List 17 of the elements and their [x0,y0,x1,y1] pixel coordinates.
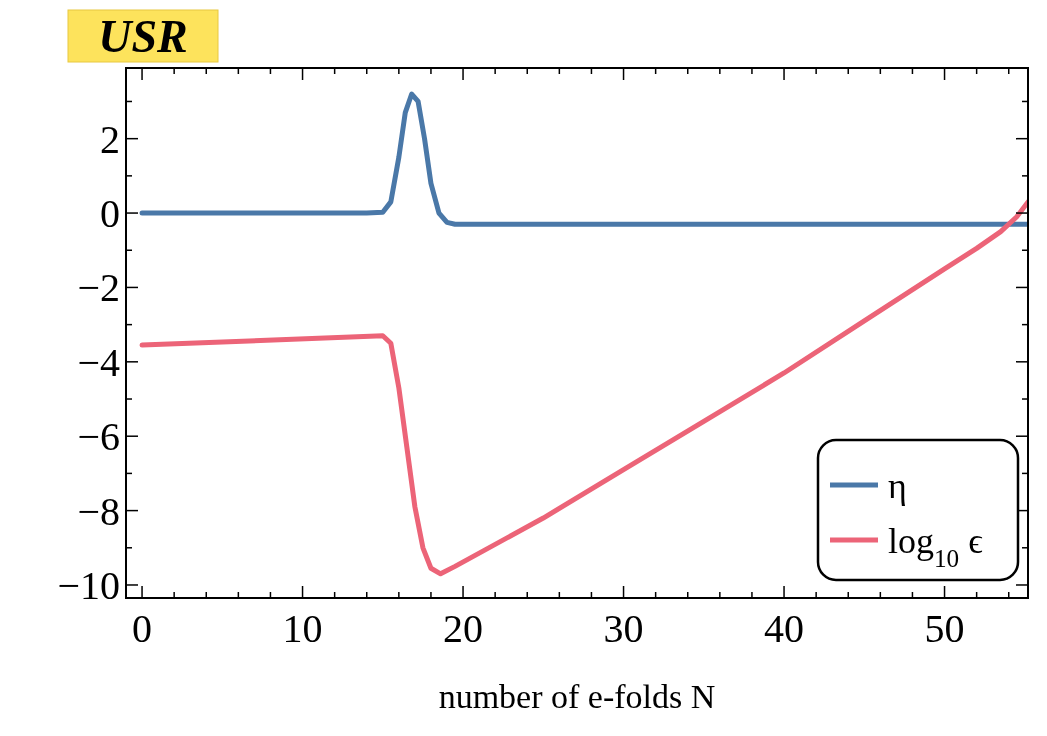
text: USR [98,11,188,62]
y-tick-label: −4 [77,339,120,385]
x-tick-label: 40 [764,606,805,651]
y-tick-label: −2 [77,265,120,311]
x-tick-label: 0 [132,606,153,651]
y-tick-label: 2 [100,116,120,162]
legend-label: η [888,465,907,506]
y-tick-label: 0 [100,191,120,237]
legend-label: log$_{10}$ ϵ [888,520,983,572]
x-tick-label: 30 [603,606,644,651]
x-tick-label: 20 [443,606,484,651]
y-tick-label: −6 [77,414,120,460]
x-tick-label: 50 [924,606,965,651]
y-tick-label: −8 [77,488,120,534]
x-tick-label: 10 [282,606,323,651]
x-axis-title: number of e-folds N [438,678,716,715]
y-tick-label: −10 [57,562,120,608]
